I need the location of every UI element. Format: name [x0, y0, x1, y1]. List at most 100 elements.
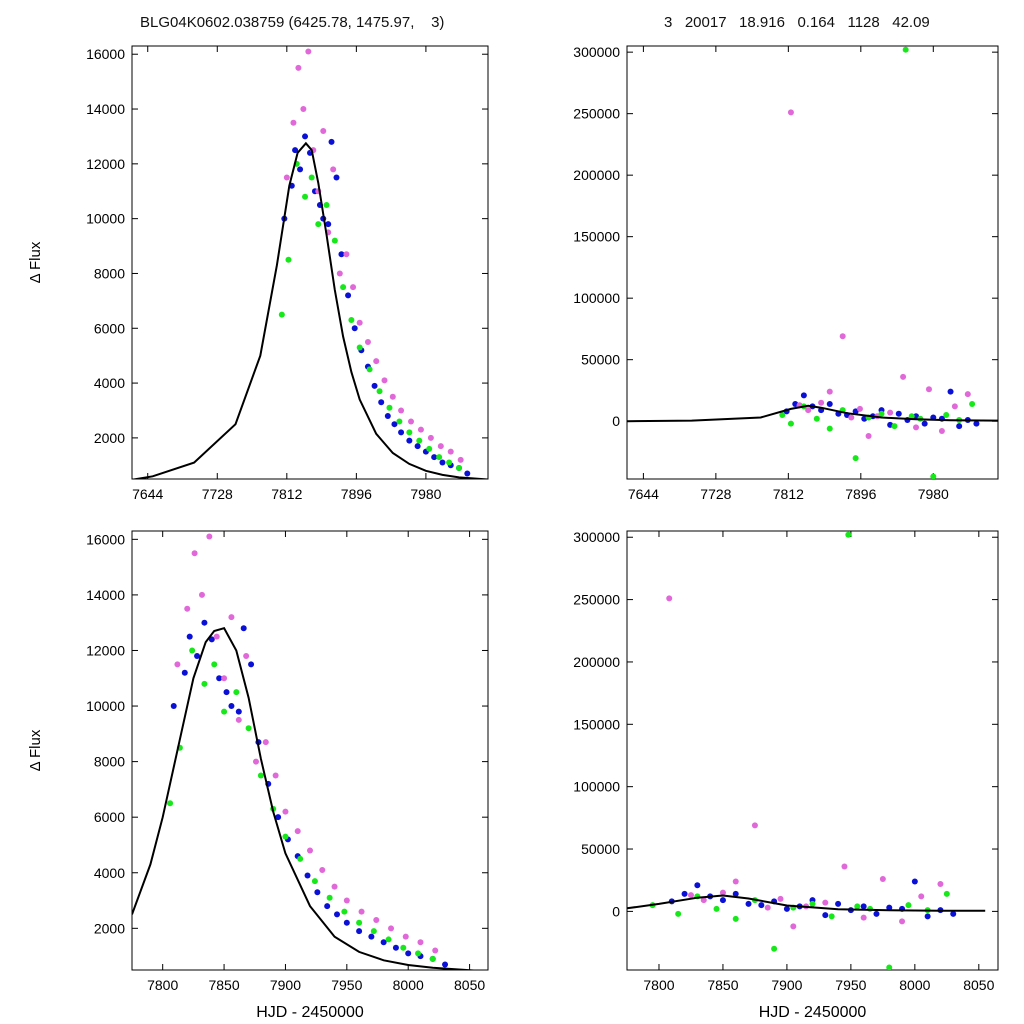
data-point-green [675, 910, 682, 917]
y-tick-label: 300000 [573, 529, 620, 545]
y-tick-label: 0 [612, 413, 620, 429]
data-point-magenta [887, 409, 894, 416]
data-point-magenta [331, 883, 338, 890]
data-point-magenta [822, 899, 829, 906]
data-point-magenta [839, 333, 846, 340]
x-tick-label: 7812 [271, 486, 302, 502]
x-tick-label: 7728 [700, 486, 731, 502]
y-axis-label: Δ Flux [27, 729, 44, 771]
data-point-magenta [290, 119, 297, 126]
data-point-magenta [964, 391, 971, 398]
plot-frame [131, 530, 489, 971]
data-point-magenta [300, 106, 307, 113]
x-tick-label: 7980 [410, 486, 441, 502]
data-point-blue [356, 928, 363, 935]
data-point-blue [442, 961, 449, 968]
data-point-green [302, 193, 309, 200]
y-tick-label: 12000 [86, 642, 125, 658]
data-point-blue [351, 325, 358, 332]
data-point-magenta [235, 716, 242, 723]
data-point-blue [292, 147, 299, 154]
data-point-blue [405, 950, 412, 957]
data-point-green [826, 425, 833, 432]
data-point-magenta [252, 758, 259, 765]
y-tick-label: 0 [612, 903, 620, 919]
data-point-blue [328, 138, 335, 145]
y-tick-label: 14000 [86, 101, 125, 117]
y-tick-label: 10000 [86, 698, 125, 714]
x-tick-label: 7644 [628, 486, 659, 502]
data-point-magenta [787, 109, 794, 116]
data-point-green [969, 400, 976, 407]
data-point-magenta [841, 863, 848, 870]
data-point-blue [414, 443, 421, 450]
data-point-green [400, 944, 407, 951]
x-axis-label: HJD - 2450000 [759, 1004, 867, 1021]
data-point-blue [216, 675, 223, 682]
data-point-magenta [213, 633, 220, 640]
data-point-magenta [918, 893, 925, 900]
data-point-green [456, 465, 463, 472]
data-point-blue [464, 470, 471, 477]
data-point-magenta [174, 661, 181, 668]
data-point-magenta [417, 426, 424, 433]
data-point-magenta [951, 403, 958, 410]
data-point-green [385, 936, 392, 943]
data-point-blue [304, 872, 311, 879]
data-point-magenta [191, 550, 198, 557]
header-object-id: BLG04K0602.038759 (6425.78, 1475.97, 3) [140, 14, 445, 31]
data-point-blue [406, 437, 413, 444]
data-point-magenta [938, 428, 945, 435]
data-point-magenta [457, 456, 464, 463]
data-point-magenta [350, 284, 357, 291]
data-point-magenta [790, 923, 797, 930]
data-point-green [809, 900, 816, 907]
data-point-blue [826, 400, 833, 407]
data-point-green [331, 237, 338, 244]
y-tick-label: 2000 [94, 920, 125, 936]
data-point-magenta [262, 739, 269, 746]
x-tick-label: 7644 [132, 486, 163, 502]
data-point-magenta [282, 808, 289, 815]
data-point-green [376, 388, 383, 395]
panel-top-right: 7644 7728 7812 7896 7980 0 50000 100000 150000 20… [573, 44, 999, 502]
data-point-magenta [860, 914, 867, 921]
data-point-magenta [402, 933, 409, 940]
data-point-green [415, 950, 422, 957]
x-tick-label: 7800 [643, 977, 674, 993]
data-point-magenta [666, 595, 673, 602]
x-tick-label: 7896 [341, 486, 372, 502]
data-layer [627, 531, 986, 970]
data-point-blue [338, 251, 345, 258]
data-point-blue [302, 133, 309, 140]
data-point-magenta [221, 675, 228, 682]
data-point-green [297, 855, 304, 862]
y-tick-label: 300000 [573, 44, 620, 60]
x-tick-label: 8050 [454, 977, 485, 993]
data-point-magenta [751, 822, 758, 829]
data-point-green [278, 311, 285, 318]
data-point-blue [973, 420, 980, 427]
data-point-green [886, 964, 893, 970]
data-point-green [356, 919, 363, 926]
data-point-magenta [700, 897, 707, 904]
y-tick-label: 250000 [573, 106, 620, 122]
data-point-blue [181, 669, 188, 676]
x-axis-label: HJD - 2450000 [256, 1004, 364, 1021]
data-point-blue [895, 410, 902, 417]
data-point-blue [208, 636, 215, 643]
data-point-green [713, 905, 720, 912]
data-point-green [828, 913, 835, 920]
data-point-green [436, 454, 443, 461]
data-point-blue [170, 703, 177, 710]
data-point-magenta [272, 772, 279, 779]
x-tick-label: 7800 [147, 977, 178, 993]
data-point-magenta [364, 338, 371, 345]
data-point-green [429, 955, 436, 962]
data-point-blue [694, 882, 701, 889]
data-point-magenta [206, 533, 213, 540]
data-point-magenta [294, 828, 301, 835]
y-tick-label: 4000 [94, 865, 125, 881]
data-point-blue [223, 689, 230, 696]
data-layer [627, 46, 998, 479]
